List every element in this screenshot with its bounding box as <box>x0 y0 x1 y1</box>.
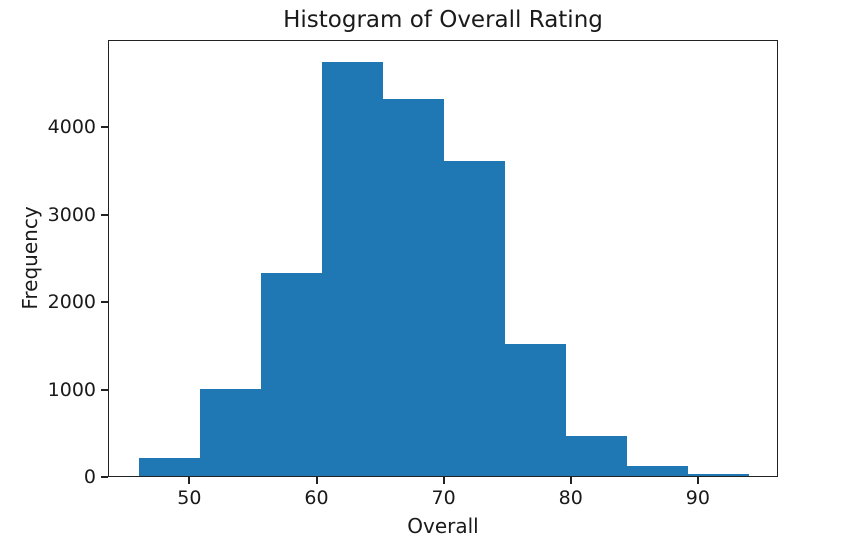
y-tick-mark <box>101 126 108 129</box>
y-tick-mark <box>101 301 108 304</box>
histogram-bar <box>504 344 566 477</box>
histogram-bar <box>260 273 322 477</box>
y-tick-label: 0 <box>83 466 96 488</box>
x-tick-label: 60 <box>304 487 329 509</box>
histogram-bar <box>138 458 200 477</box>
histogram-bar <box>199 388 261 477</box>
histogram-bar <box>565 436 627 477</box>
y-tick-label: 3000 <box>47 203 96 226</box>
plot-area <box>108 40 778 477</box>
histogram-bar <box>443 161 505 477</box>
y-tick-label: 4000 <box>47 116 96 139</box>
x-tick-mark <box>696 477 699 484</box>
y-tick-label: 1000 <box>47 378 96 401</box>
y-tick-mark <box>101 476 108 478</box>
histogram-bar <box>382 99 444 477</box>
x-tick-mark <box>569 477 572 484</box>
x-tick-mark <box>315 477 318 484</box>
y-tick-mark <box>101 388 108 391</box>
x-tick-label: 50 <box>177 487 202 509</box>
histogram-bar <box>321 61 383 477</box>
histogram-bar <box>626 465 688 477</box>
y-tick-label: 2000 <box>47 291 96 314</box>
x-axis-label: Overall <box>407 514 479 538</box>
y-tick-mark <box>101 213 108 216</box>
x-tick-label: 90 <box>685 487 710 509</box>
chart-title: Histogram of Overall Rating <box>283 7 603 33</box>
x-tick-mark <box>188 477 191 484</box>
x-tick-label: 70 <box>431 487 456 509</box>
x-tick-label: 80 <box>558 487 583 509</box>
histogram-bar <box>687 474 749 477</box>
x-tick-mark <box>442 477 445 484</box>
